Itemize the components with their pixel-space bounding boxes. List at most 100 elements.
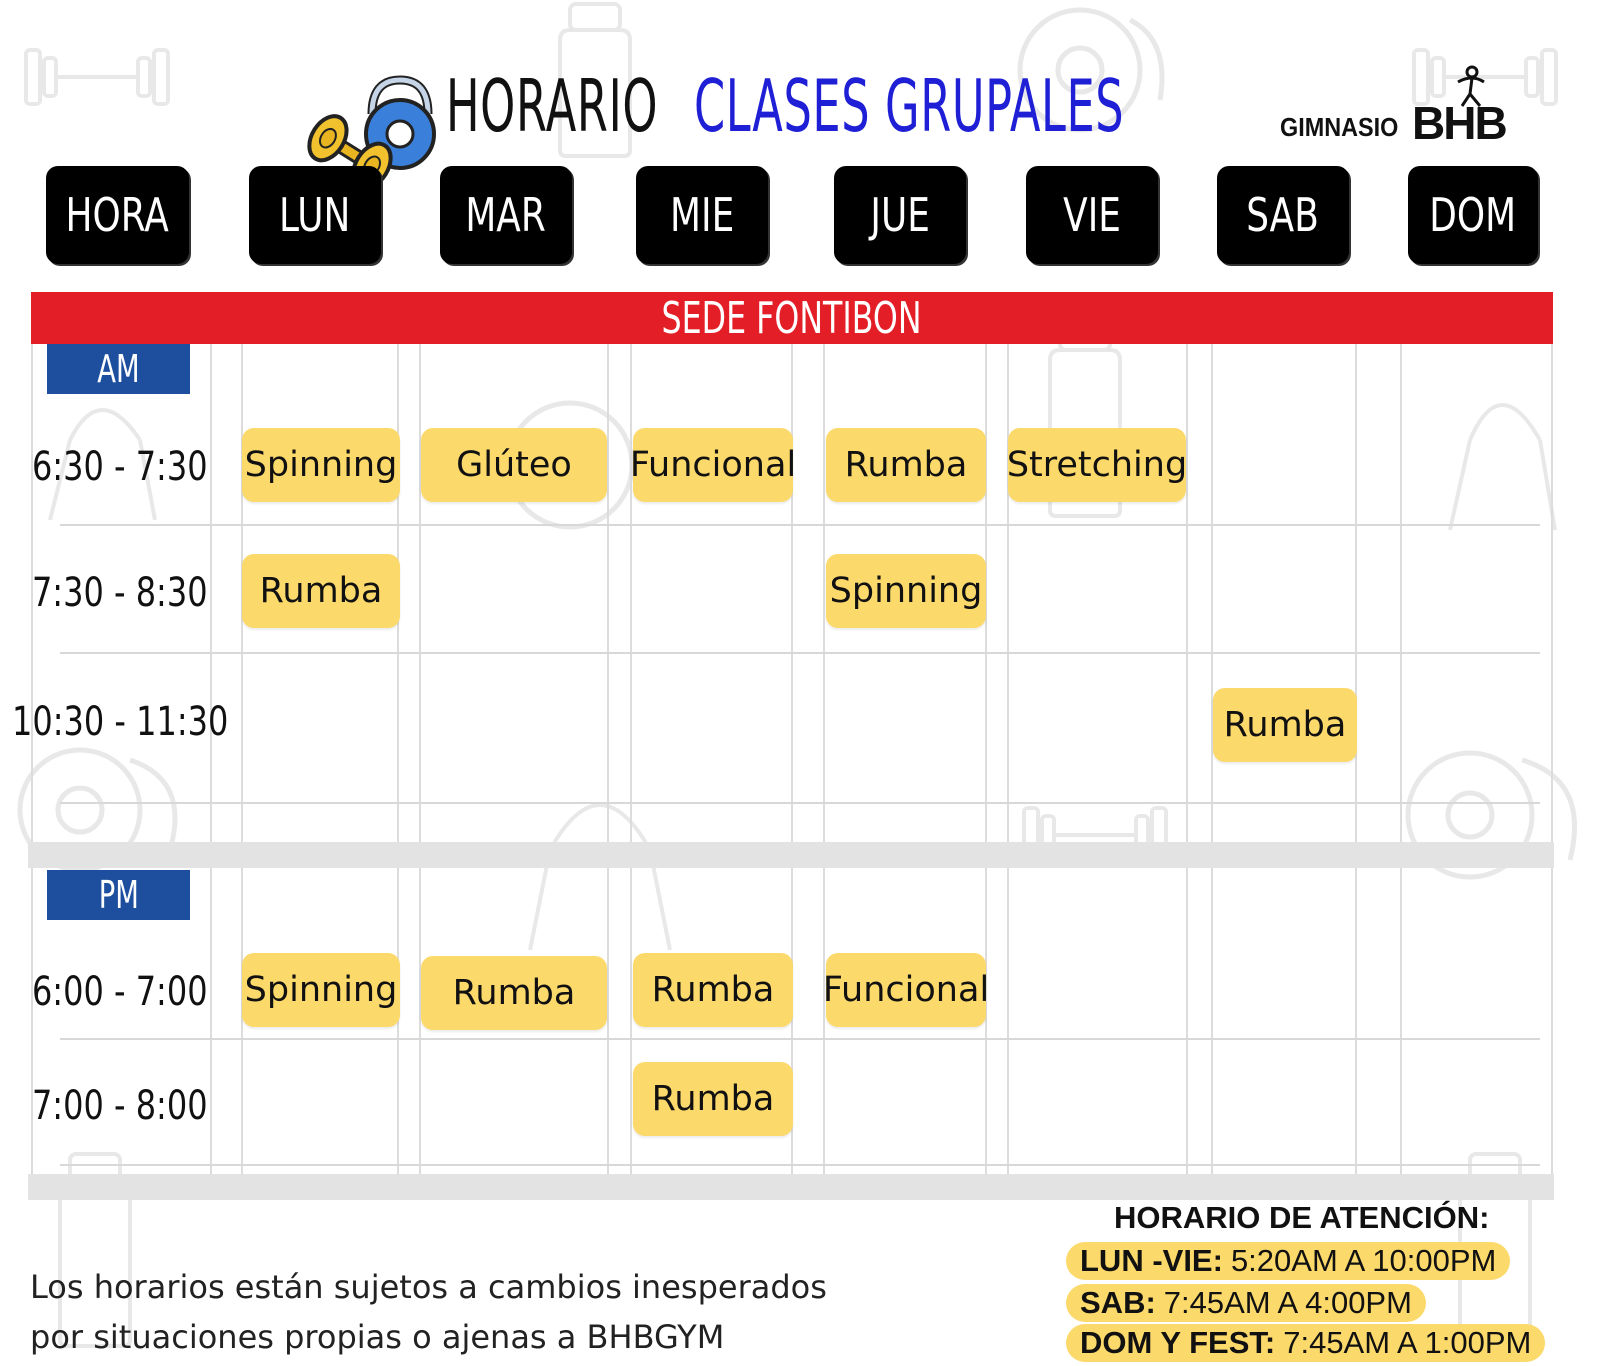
brand-prefix: GIMNASIO xyxy=(1280,112,1399,142)
hours-row: DOM Y FEST: 7:45AM A 1:00PM xyxy=(1066,1324,1546,1362)
class-label: Stretching xyxy=(1006,445,1188,485)
disclaimer-line: Los horarios están sujetos a cambios ine… xyxy=(30,1268,827,1306)
class-rumba-mar-pm: Rumba xyxy=(421,956,607,1030)
class-rumba-lun: Rumba xyxy=(242,554,400,628)
day-header-label: SAB xyxy=(1246,188,1320,242)
grid-line xyxy=(985,344,987,1174)
class-funcional-mie: Funcional xyxy=(629,428,797,502)
day-header-label: VIE xyxy=(1063,188,1121,242)
row-separator xyxy=(60,524,1540,526)
class-spinning-jue: Spinning xyxy=(826,554,986,628)
grid-line xyxy=(1355,344,1357,1174)
time-label: 6:30 - 7:30 xyxy=(32,444,208,490)
pm-label: PM xyxy=(98,873,139,917)
class-label: Rumba xyxy=(452,973,576,1013)
grid-line xyxy=(1551,344,1553,1174)
kettlebell-dumbbell-icon xyxy=(307,75,436,190)
day-header-sab: SAB xyxy=(1217,166,1349,264)
class-spinning-lun: Spinning xyxy=(242,428,400,502)
jump-rope-watermark-icon xyxy=(1448,403,1557,531)
weight-plate-watermark-icon xyxy=(1405,750,1577,880)
page-title: HORARIO xyxy=(446,58,788,154)
grid-line xyxy=(1211,344,1213,1174)
time-label: 7:00 - 8:00 xyxy=(32,1083,208,1129)
day-header-mie: MIE xyxy=(636,166,768,264)
class-label: Spinning xyxy=(244,970,398,1010)
day-header-jue: JUE xyxy=(834,166,966,264)
am-label: AM xyxy=(97,347,140,391)
grid-line xyxy=(1186,344,1188,1174)
weight-plate-watermark-icon xyxy=(17,747,178,873)
time-slot: 6:30 - 7:30 xyxy=(28,437,212,497)
day-header-dom: DOM xyxy=(1408,166,1538,264)
grid-line xyxy=(210,344,212,1174)
class-label: Rumba xyxy=(651,970,775,1010)
day-header-hora: HORA xyxy=(46,166,189,264)
grid-line xyxy=(31,344,33,1174)
day-header-vie: VIE xyxy=(1026,166,1158,264)
time-label: 10:30 - 11:30 xyxy=(11,699,229,745)
time-slot: 10:30 - 11:30 xyxy=(12,692,228,752)
class-rumba-mie-pm-late: Rumba xyxy=(633,1062,793,1136)
hours-value: 7:45AM A 1:00PM xyxy=(1283,1325,1532,1360)
disclaimer: Los horarios están sujetos a cambios ine… xyxy=(30,1262,910,1362)
hours-value: 5:20AM A 10:00PM xyxy=(1230,1243,1497,1278)
class-rumba-sab: Rumba xyxy=(1213,688,1357,762)
class-label: Rumba xyxy=(651,1079,775,1119)
class-label: Funcional xyxy=(629,445,797,485)
class-funcional-jue-pm: Funcional xyxy=(822,953,990,1027)
day-header-label: MAR xyxy=(465,188,547,242)
day-header-label: LUN xyxy=(279,188,351,242)
hours-row: LUN -VIE: 5:20AM A 10:00PM xyxy=(1066,1242,1511,1280)
class-label: Glúteo xyxy=(456,445,572,485)
class-label: Rumba xyxy=(259,571,383,611)
time-slot: 7:00 - 8:00 xyxy=(28,1076,212,1136)
row-separator xyxy=(60,652,1540,654)
section-divider xyxy=(28,842,1554,868)
jump-rope-watermark-icon xyxy=(48,408,157,521)
hours-title: HORARIO DE ATENCIÓN: xyxy=(1114,1200,1490,1235)
time-label: 7:30 - 8:30 xyxy=(32,570,208,616)
hours-label: DOM Y FEST: xyxy=(1080,1325,1276,1360)
class-label: Spinning xyxy=(829,571,983,611)
time-label: 6:00 - 7:00 xyxy=(32,969,208,1015)
hours-label: LUN -VIE: xyxy=(1080,1243,1223,1278)
time-slot: 6:00 - 7:00 xyxy=(28,962,212,1022)
grid-line xyxy=(607,344,609,1174)
location-banner: SEDE FONTIBON xyxy=(31,292,1553,344)
weight-plate-watermark-icon xyxy=(1017,7,1165,133)
class-label: Funcional xyxy=(822,970,990,1010)
am-label-box: AM xyxy=(47,344,190,394)
location-label: SEDE FONTIBON xyxy=(662,292,922,344)
row-separator xyxy=(60,1164,1540,1166)
day-header-mar: MAR xyxy=(440,166,572,264)
grid-line xyxy=(397,344,399,1174)
dumbbell-watermark-icon xyxy=(24,48,170,106)
bottle-watermark-icon xyxy=(558,2,632,158)
grid-line xyxy=(1400,344,1402,1174)
grid-line xyxy=(791,344,793,1174)
day-header-lun: LUN xyxy=(249,166,381,264)
dumbbell-watermark-icon xyxy=(1412,48,1558,106)
class-rumba-jue: Rumba xyxy=(826,428,986,502)
grid-line xyxy=(419,344,421,1174)
day-header-label: DOM xyxy=(1429,188,1517,242)
grid-line xyxy=(630,344,632,1174)
grid-line xyxy=(823,344,825,1174)
class-gluteo-mar: Glúteo xyxy=(421,428,607,502)
time-slot: 7:30 - 8:30 xyxy=(28,563,212,623)
day-header-label: HORA xyxy=(65,188,170,242)
day-header-label: JUE xyxy=(870,188,930,242)
hours-row: SAB: 7:45AM A 4:00PM xyxy=(1066,1284,1426,1322)
disclaimer-line: por situaciones propias o ajenas a BHBGY… xyxy=(30,1318,725,1356)
class-rumba-mie-pm: Rumba xyxy=(633,953,793,1027)
class-label: Rumba xyxy=(844,445,968,485)
pm-label-box: PM xyxy=(47,870,190,920)
hours-label: SAB: xyxy=(1080,1285,1156,1320)
hours-value: 7:45AM A 4:00PM xyxy=(1163,1285,1412,1320)
row-separator xyxy=(60,802,1540,804)
row-separator xyxy=(60,1038,1540,1040)
class-label: Rumba xyxy=(1223,705,1347,745)
class-stretching-vie: Stretching xyxy=(1006,428,1188,502)
day-header-label: MIE xyxy=(669,188,735,242)
